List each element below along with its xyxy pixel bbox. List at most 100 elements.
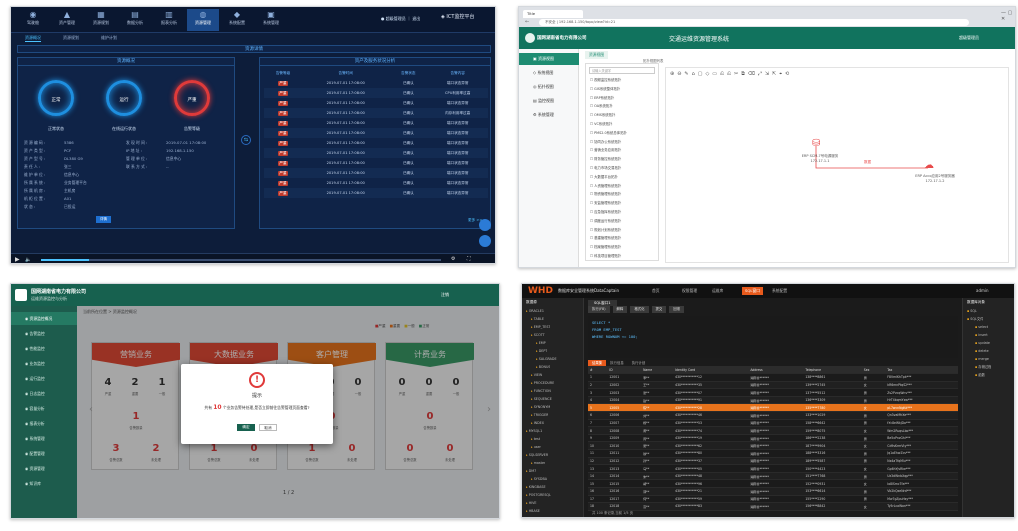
datasource-tree-item[interactable]: ▸ DM7: [526, 468, 536, 474]
browser-tab[interactable]: Title: [523, 10, 583, 18]
volume-icon[interactable]: 🔈: [25, 257, 32, 263]
sidebar-item[interactable]: ◎ 拓扑视图: [519, 81, 579, 93]
object-tree-item[interactable]: ▪ delete: [975, 348, 989, 354]
object-tree-item[interactable]: ▪ merge: [975, 356, 989, 362]
checkbox-icon[interactable]: ☐: [590, 183, 595, 188]
pager[interactable]: 1 / 2: [283, 490, 295, 496]
datasource-tree-item[interactable]: ▸ PROCEDURE: [531, 380, 554, 386]
datasource-tree-item[interactable]: ▸ EMP_TEST: [531, 324, 550, 330]
sidebar-item[interactable]: ◉ 运行监控: [11, 372, 77, 385]
toolbar-button[interactable]: 格式化: [630, 306, 649, 313]
sidebar-item[interactable]: ◉ 日志监控: [11, 387, 77, 400]
top-menu-item[interactable]: 运维库: [712, 288, 724, 293]
top-menu-item[interactable]: 系统配置: [772, 288, 788, 293]
checkbox-icon[interactable]: ☐: [590, 86, 595, 91]
toolbar-button[interactable]: 执行(F8): [588, 306, 610, 313]
database-node-icon[interactable]: ⛁: [812, 138, 821, 149]
topology-canvas[interactable]: ⊕⊖✎⌂▢◇▭⎌⎌✂⧉⌫⤢⇲⇱⌖⟲ ⛁ ERP SCM-7号电源服务 172.1…: [665, 67, 1009, 263]
grid-row[interactable]: 12 12012 孙** 430***********37 湖南省****** 189**…: [588, 457, 958, 466]
cancel-button[interactable]: 取消: [259, 424, 277, 431]
sidebar-item[interactable]: ◉ 性能监控: [11, 342, 77, 355]
grid-header[interactable]: Telephone: [803, 366, 862, 375]
topo-list-tab[interactable]: 拓扑视图列表: [643, 59, 664, 63]
play-icon[interactable]: ▶: [15, 256, 20, 263]
checkbox-icon[interactable]: ☐: [590, 192, 595, 197]
editor-tab[interactable]: SQL窗口1: [588, 300, 617, 306]
grid-row[interactable]: 9 12009 周** 430***********19 湖南省****** 186***…: [588, 434, 958, 443]
tree-item[interactable]: ☐ 营销业务应用拓扑: [590, 146, 658, 154]
object-tree-item[interactable]: ▪ SQL文件: [967, 316, 983, 322]
cloud-node-icon[interactable]: ☁: [924, 160, 934, 171]
grid-header[interactable]: Identity Card: [673, 366, 749, 375]
nav-item[interactable]: ▣ 系统管理: [255, 9, 287, 31]
datasource-tree-item[interactable]: ▸ SEQUENCE: [531, 396, 552, 402]
tree-item[interactable]: ☐ 人资管理系统拓扑: [590, 182, 658, 190]
grid-row[interactable]: 2 12002 王** 430***********35 湖南省****** 139***…: [588, 381, 958, 390]
table-row[interactable]: 严重 2019-07-01 17:08:00 已确认 端口状态异常: [264, 78, 488, 88]
fullscreen-icon[interactable]: ⛶: [467, 256, 471, 262]
datasource-tree-item[interactable]: ▸ DEPT: [536, 348, 547, 354]
checkbox-icon[interactable]: ☐: [590, 104, 595, 109]
tree-item[interactable]: ☐ 档案管理系统拓扑: [590, 243, 658, 251]
sidebar-item[interactable]: ◉ 资源监控概况: [11, 312, 77, 325]
tree-item[interactable]: ☐ OMS系统拓扑: [590, 111, 658, 119]
tree-item[interactable]: ☐ PMS2.0系统总体拓扑: [590, 129, 658, 137]
progress-track[interactable]: [41, 259, 441, 261]
table-row[interactable]: 严重 2019-07-01 17:08:00 已确认 端口状态异常: [264, 128, 488, 138]
datasource-tree-item[interactable]: ▸ ORACLE1: [526, 308, 544, 314]
datasource-tree-item[interactable]: ▸ SQLSERVER: [526, 452, 548, 458]
sidebar-item[interactable]: ◉ 告警监控: [11, 327, 77, 340]
grid-row[interactable]: 8 12008 黄** 430***********74 湖南省****** 159***…: [588, 426, 958, 435]
prev-arrow-icon[interactable]: ‹: [89, 404, 93, 415]
sidebar-item[interactable]: ◉ 容量分析: [11, 402, 77, 415]
user-info[interactable]: ● 超级管理员 ｜ 退出: [381, 16, 421, 21]
table-row[interactable]: 严重 2019-07-01 17:08:00 已确认 端口状态异常: [264, 118, 488, 128]
object-tree-item[interactable]: ▪ 存储过程: [975, 364, 991, 370]
tree-item[interactable]: ☐ 调度运行系统拓扑: [590, 217, 658, 225]
canvas-toolbar[interactable]: ⊕⊖✎⌂▢◇▭⎌⎌✂⧉⌫⤢⇲⇱⌖⟲: [670, 71, 793, 77]
table-row[interactable]: 严重 2019-07-01 17:08:00 已确认 端口状态异常: [264, 158, 488, 168]
tree-item[interactable]: ☐ GIS系统整体拓扑: [590, 85, 658, 93]
tree-item[interactable]: ☐ 物资管理系统拓扑: [590, 190, 658, 198]
checkbox-icon[interactable]: ☐: [590, 245, 595, 250]
tree-search-input[interactable]: 请输入关键字: [589, 67, 655, 74]
grid-row[interactable]: 6 12006 刘** 430***********46 湖南省****** 133***…: [588, 411, 958, 420]
table-row[interactable]: 严重 2019-07-01 17:08:00 已确认 端口状态异常: [264, 168, 488, 178]
nav-item[interactable]: ◆ 系统配置: [221, 9, 253, 31]
top-menu-item[interactable]: 权限管理: [682, 288, 698, 293]
object-tree-item[interactable]: ▪ SQL: [967, 308, 977, 314]
more-link[interactable]: 更多 >>: [468, 218, 483, 222]
table-row[interactable]: 严重 2019-07-01 17:08:00 已确认 内存利用率过高: [264, 108, 488, 118]
datasource-tree-item[interactable]: ▸ SCOTT: [531, 332, 545, 338]
sidebar-item[interactable]: ◇ 系统视图: [519, 67, 579, 79]
grid-header[interactable]: Tax: [885, 366, 958, 375]
nav-item[interactable]: ◍ 资源管理: [187, 9, 219, 31]
datasource-tree-item[interactable]: ▸ SYSDBA: [531, 476, 547, 482]
checkbox-icon[interactable]: ☐: [590, 210, 595, 214]
expand-icon[interactable]: ⇆: [241, 135, 251, 145]
checkbox-icon[interactable]: ☐: [590, 174, 595, 179]
datasource-tree-item[interactable]: ▸ KINGBASE: [526, 484, 546, 490]
nav-item[interactable]: ▤ 数据分析: [119, 9, 151, 31]
result-tab[interactable]: 结果集: [588, 360, 607, 366]
toolbar-button[interactable]: 回滚: [669, 306, 685, 313]
sidebar-item[interactable]: ◉ 系统管理: [11, 432, 77, 445]
table-row[interactable]: 严重 2019-07-01 17:08:00 已确认 端口状态异常: [264, 178, 488, 188]
sidebar-item[interactable]: ◉ 报表分析: [11, 417, 77, 430]
checkbox-icon[interactable]: ☐: [590, 95, 595, 100]
grid-row[interactable]: 7 12007 杨** 430***********53 湖南省****** 158***…: [588, 419, 958, 428]
window-controls[interactable]: — ▢ ✕: [1001, 10, 1013, 22]
user-actions[interactable]: 注销: [441, 292, 449, 297]
grid-row[interactable]: 18 12018 高** 430***********83 湖南省****** 156**…: [588, 502, 958, 511]
sidebar-item[interactable]: ◉ 知识库: [11, 477, 77, 490]
checkbox-icon[interactable]: ☐: [590, 166, 595, 170]
table-row[interactable]: 严重 2019-07-01 17:08:00 已确认 端口状态异常: [264, 98, 488, 108]
top-menu-item[interactable]: SQL窗口: [742, 287, 764, 295]
grid-row[interactable]: 1 12001 李** 430***********12 湖南省****** 138***…: [588, 373, 958, 382]
checkbox-icon[interactable]: ☐: [590, 148, 595, 153]
grid-row[interactable]: 15 12015 胡** 430***********96 湖南省****** 152**…: [588, 479, 958, 488]
datasource-tree-item[interactable]: ▸ POSTGRESQL: [526, 492, 551, 498]
grid-header[interactable]: #: [588, 366, 608, 375]
grid-row[interactable]: 10 12010 吴** 430***********62 湖南省****** 187**…: [588, 441, 958, 451]
business-card[interactable]: 营销业务 4 严重 2 重要 1 一般 1 告警数量 3 告警总数 2 未处理: [91, 342, 180, 470]
